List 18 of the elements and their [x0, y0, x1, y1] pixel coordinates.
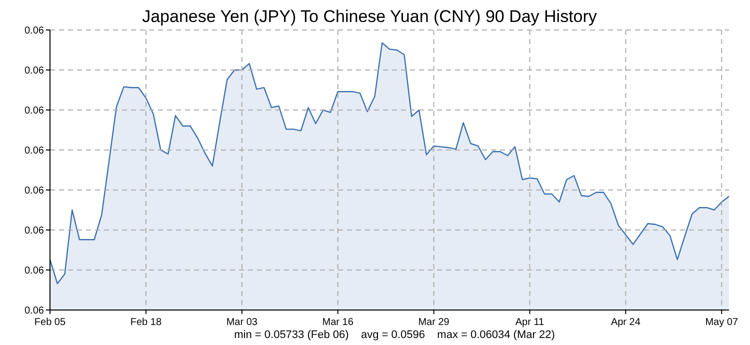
x-tick-label: Apr 11	[515, 317, 545, 328]
x-tick-label: Mar 29	[418, 317, 450, 328]
chart-title: Japanese Yen (JPY) To Chinese Yuan (CNY) 90 Day History	[142, 7, 598, 26]
x-tick-label: Feb 18	[130, 317, 162, 328]
y-tick-label: 0.06	[24, 266, 44, 276]
y-tick-label: 0.06	[24, 106, 44, 116]
y-tick-label: 0.06	[24, 26, 44, 36]
x-tick-label: Feb 05	[34, 317, 66, 328]
y-tick-label: 0.06	[24, 66, 44, 76]
y-tick-label: 0.06	[24, 306, 44, 316]
y-tick-label: 0.06	[24, 226, 44, 236]
text: min = 0.05733 (Feb 06) avg = 0.0596 max = 0.06034 (Mar 22)	[234, 329, 555, 341]
y-tick-label: 0.06	[24, 146, 44, 156]
x-tick-label: Mar 16	[322, 317, 354, 328]
x-tick-label: Apr 24	[610, 317, 641, 328]
x-tick-label: May 07	[705, 317, 738, 328]
x-tick-label: Mar 03	[226, 317, 258, 328]
y-tick-label: 0.06	[24, 186, 44, 196]
